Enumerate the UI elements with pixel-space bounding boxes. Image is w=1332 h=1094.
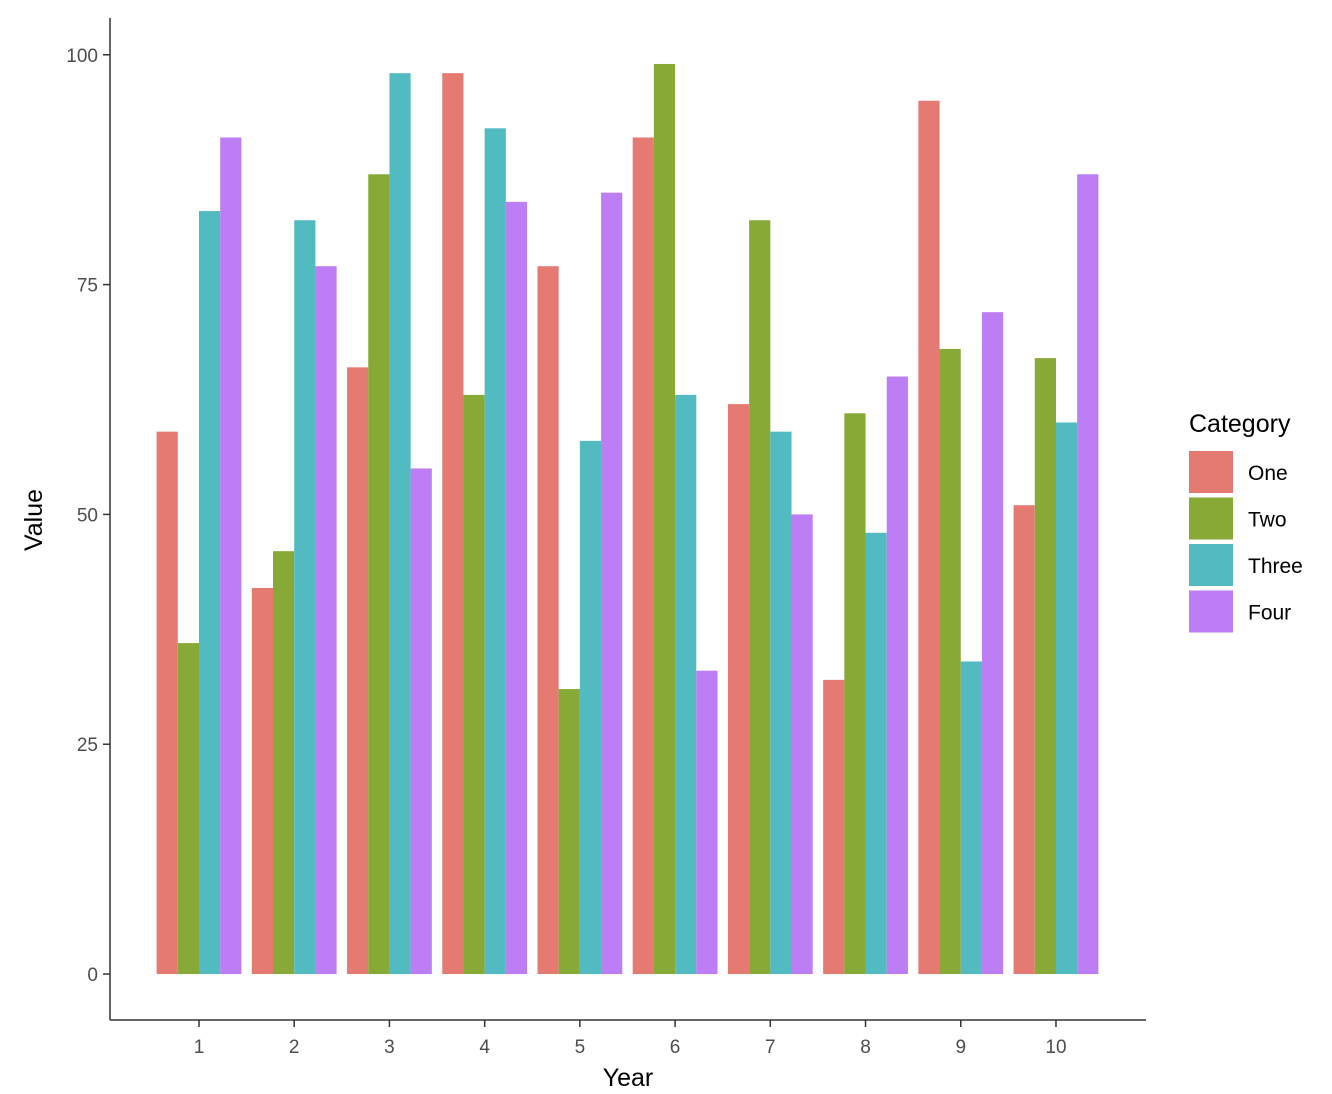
x-tick-label: 7 — [765, 1037, 776, 1058]
legend-key-four — [1189, 590, 1233, 633]
bar-three-year-10 — [1055, 422, 1078, 975]
bar-three-year-9 — [960, 661, 982, 975]
legend-label-one: One — [1248, 462, 1288, 485]
bar-four-year-10 — [1077, 174, 1099, 975]
bar-one-year-10 — [1013, 505, 1035, 975]
bar-two-year-2 — [273, 551, 295, 975]
x-axis-ticks: 1 2 3 4 5 6 7 8 9 10 — [194, 1020, 1067, 1058]
bar-two-year-1 — [177, 643, 199, 975]
bar-one-year-3 — [347, 367, 369, 975]
bar-two-year-10 — [1034, 358, 1056, 975]
bar-four-year-3 — [410, 468, 432, 975]
x-tick-label: 10 — [1045, 1037, 1066, 1058]
bar-one-year-8 — [823, 679, 845, 975]
bar-four-year-8 — [886, 376, 908, 975]
y-axis-ticks: 0 25 50 75 100 — [66, 46, 110, 986]
x-axis-title: Year — [603, 1064, 654, 1092]
y-tick-label: 50 — [77, 505, 98, 526]
y-tick-label: 25 — [77, 735, 98, 756]
bar-one-year-7 — [727, 404, 750, 975]
bar-two-year-4 — [463, 394, 485, 975]
bar-three-year-4 — [484, 128, 506, 975]
bar-three-year-1 — [199, 211, 221, 975]
bar-one-year-2 — [251, 587, 274, 975]
bar-one-year-4 — [442, 73, 464, 975]
bar-three-year-8 — [865, 532, 887, 975]
y-tick-label: 0 — [87, 965, 98, 986]
bar-three-year-6 — [675, 394, 697, 975]
x-tick-label: 9 — [955, 1037, 966, 1058]
y-tick-label: 75 — [77, 276, 98, 297]
bar-four-year-2 — [315, 266, 337, 975]
bar-one-year-1 — [156, 431, 178, 975]
bar-three-year-3 — [389, 73, 411, 975]
bar-two-year-8 — [844, 413, 866, 975]
bar-two-year-3 — [368, 174, 390, 975]
legend-label-four: Four — [1248, 602, 1291, 625]
bar-three-year-5 — [579, 440, 602, 975]
y-axis-title: Value — [20, 489, 48, 551]
legend-key-two — [1189, 497, 1233, 540]
x-tick-label: 2 — [289, 1037, 300, 1058]
bar-four-year-5 — [601, 192, 623, 975]
legend-label-two: Two — [1248, 509, 1287, 532]
x-tick-label: 6 — [670, 1037, 681, 1058]
bar-three-year-2 — [294, 220, 316, 975]
bar-two-year-5 — [558, 689, 580, 975]
bar-one-year-9 — [918, 100, 940, 975]
x-tick-label: 8 — [860, 1037, 871, 1058]
bar-four-year-1 — [220, 137, 242, 975]
bar-two-year-9 — [939, 348, 961, 975]
x-tick-label: 3 — [384, 1037, 395, 1058]
legend-key-three — [1189, 544, 1233, 586]
x-tick-label: 5 — [575, 1037, 586, 1058]
bar-four-year-4 — [505, 201, 528, 975]
legend: Category One Two Three Four — [1189, 410, 1303, 633]
x-tick-label: 4 — [479, 1037, 490, 1058]
bars-layer — [156, 63, 1099, 975]
bar-two-year-6 — [653, 63, 676, 975]
bar-four-year-6 — [696, 670, 718, 975]
bar-two-year-7 — [749, 220, 771, 975]
bar-four-year-7 — [791, 514, 813, 975]
legend-key-one — [1189, 451, 1233, 493]
y-tick-label: 100 — [66, 46, 98, 67]
legend-title: Category — [1189, 410, 1291, 438]
bar-three-year-7 — [770, 431, 792, 975]
bar-one-year-5 — [537, 266, 559, 975]
bar-four-year-9 — [981, 312, 1004, 975]
legend-label-three: Three — [1248, 555, 1303, 578]
x-tick-label: 1 — [194, 1037, 205, 1058]
bar-one-year-6 — [632, 137, 654, 975]
